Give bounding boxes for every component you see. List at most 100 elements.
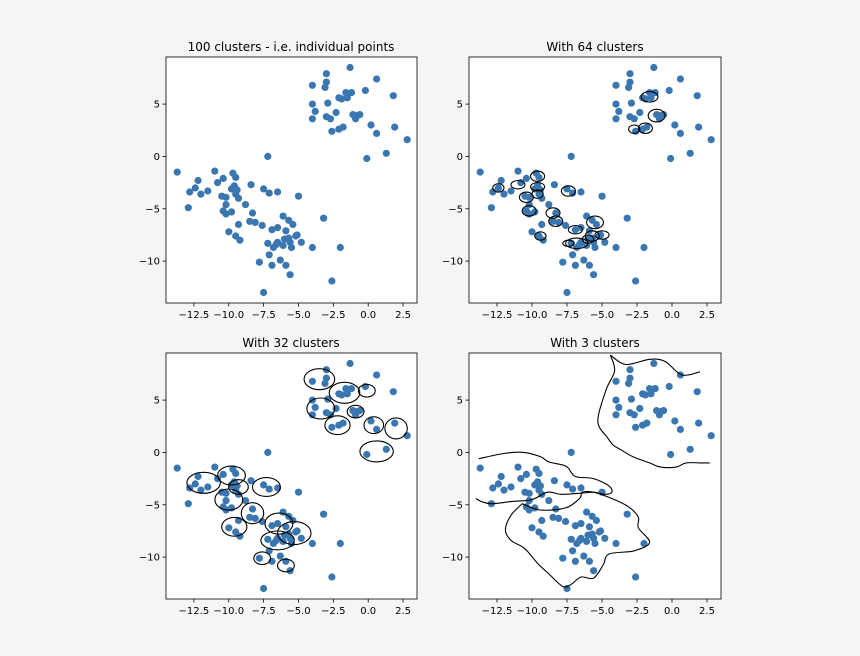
axes-frame (165, 56, 418, 304)
cluster-outline (328, 381, 361, 404)
data-point (650, 63, 658, 72)
data-point (585, 523, 594, 531)
data-point (248, 505, 257, 513)
cluster-boundary (597, 354, 710, 469)
cluster-boundary (475, 451, 613, 505)
data-point (632, 277, 640, 285)
data-point (324, 99, 332, 107)
data-point (632, 423, 640, 431)
data-point (538, 220, 546, 229)
data-point (260, 288, 268, 297)
cluster-outline (521, 205, 537, 217)
data-point (591, 539, 599, 548)
data-point (571, 557, 580, 565)
x-tick-label: −5.0 (590, 606, 614, 617)
data-point (612, 411, 620, 419)
x-tick-label: 2.5 (395, 606, 411, 617)
data-point (346, 63, 354, 72)
data-point (625, 379, 633, 387)
x-tick-label: 2.5 (395, 310, 411, 321)
data-point (287, 243, 296, 252)
data-point (255, 554, 263, 562)
data-point (320, 214, 328, 222)
x-tick-label: −12.5 (179, 606, 210, 617)
data-point (583, 508, 591, 516)
data-point (260, 584, 268, 593)
data-point (665, 382, 673, 391)
data-point (569, 547, 577, 555)
data-point (585, 261, 594, 269)
data-point (676, 425, 685, 433)
data-point (274, 188, 282, 196)
data-point (225, 228, 233, 236)
data-point (627, 99, 636, 107)
cluster-boundary (610, 354, 701, 376)
data-point (489, 484, 497, 492)
data-point (265, 485, 273, 493)
data-point (591, 243, 599, 252)
data-point (264, 448, 272, 456)
data-point (612, 377, 620, 385)
y-tick-label: 5 (457, 396, 463, 407)
x-tick-label: −10.0 (213, 310, 244, 321)
data-point (571, 522, 580, 530)
ticks: −12.5 −10.0 −7.5 −5.0 −2.5 0.0 2.550−5−10 (442, 396, 715, 617)
data-point (559, 554, 567, 562)
data-point (346, 359, 354, 368)
data-point (562, 221, 570, 230)
data-point (563, 584, 571, 593)
data-point (258, 517, 266, 526)
data-point (232, 469, 240, 477)
data-point (636, 108, 644, 117)
data-point (535, 173, 543, 181)
x-tick-label: −12.5 (482, 310, 513, 321)
data-point (186, 188, 194, 196)
data-point (328, 423, 336, 431)
data-point (297, 534, 305, 542)
ticks: −12.5 −10.0 −7.5 −5.0 −2.5 0.0 2.550−5−10 (139, 396, 411, 617)
data-point (567, 535, 575, 543)
data-point (297, 238, 305, 246)
data-point (241, 497, 250, 505)
data-point (549, 513, 557, 521)
data-point (222, 489, 230, 497)
data-point (204, 187, 212, 195)
data-point (361, 86, 369, 95)
y-tick-label: −10 (139, 257, 160, 268)
cluster-outline (277, 521, 312, 546)
data-point (247, 181, 255, 189)
data-point (612, 539, 620, 548)
data-point (538, 516, 546, 525)
panel-title: With 3 clusters (550, 336, 640, 350)
data-point (476, 464, 484, 472)
data-point (367, 121, 375, 129)
data-point (623, 510, 631, 518)
data-point (246, 513, 254, 521)
cluster-outline (548, 215, 564, 228)
data-point (590, 567, 598, 575)
data-point (347, 89, 356, 97)
data-point (322, 70, 330, 78)
data-point (308, 81, 316, 89)
x-tick-label: 2.5 (699, 606, 715, 617)
data-point (522, 174, 531, 182)
marks (173, 63, 411, 297)
cluster-outline (363, 416, 385, 435)
data-point (184, 500, 192, 508)
data-point (311, 107, 319, 115)
cluster-outline (264, 512, 294, 535)
data-point (332, 108, 340, 117)
cluster-boundary (504, 490, 651, 588)
data-point (671, 121, 679, 129)
data-point (577, 484, 585, 492)
data-point (269, 243, 277, 252)
data-point (640, 539, 648, 548)
data-point (234, 194, 243, 202)
cluster-outline (346, 404, 365, 419)
data-point (227, 208, 236, 216)
data-point (507, 187, 515, 195)
data-point (695, 419, 703, 427)
data-point (693, 92, 701, 100)
data-point (219, 470, 227, 478)
x-tick-label: −2.5 (321, 310, 345, 321)
